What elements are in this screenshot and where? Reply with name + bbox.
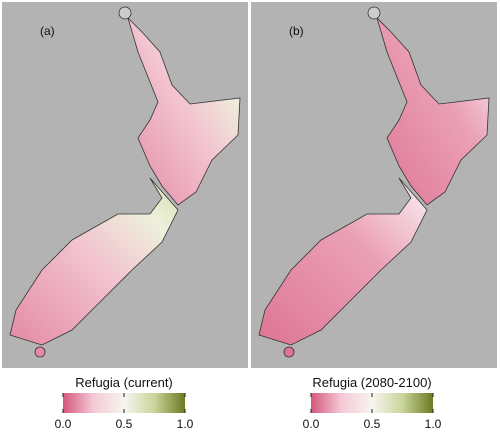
tick-label: 0.5 bbox=[116, 417, 133, 431]
islands bbox=[258, 6, 490, 358]
panel-b: (b) bbox=[251, 2, 497, 368]
islands bbox=[9, 6, 241, 358]
tick-label: 0.0 bbox=[303, 417, 320, 431]
colorbar bbox=[63, 393, 185, 413]
tick-label: 0.0 bbox=[55, 417, 72, 431]
panel-label: (a) bbox=[40, 24, 55, 38]
tick-label: 0.5 bbox=[364, 417, 381, 431]
tick-label: 1.0 bbox=[425, 417, 442, 431]
panel-a: (a) bbox=[2, 2, 248, 368]
colorbar bbox=[311, 393, 433, 413]
tick-label: 1.0 bbox=[177, 417, 194, 431]
legend-title: Refugia (2080-2100) bbox=[312, 375, 431, 390]
legend-title: Refugia (current) bbox=[75, 375, 173, 390]
panel-label: (b) bbox=[289, 24, 304, 38]
